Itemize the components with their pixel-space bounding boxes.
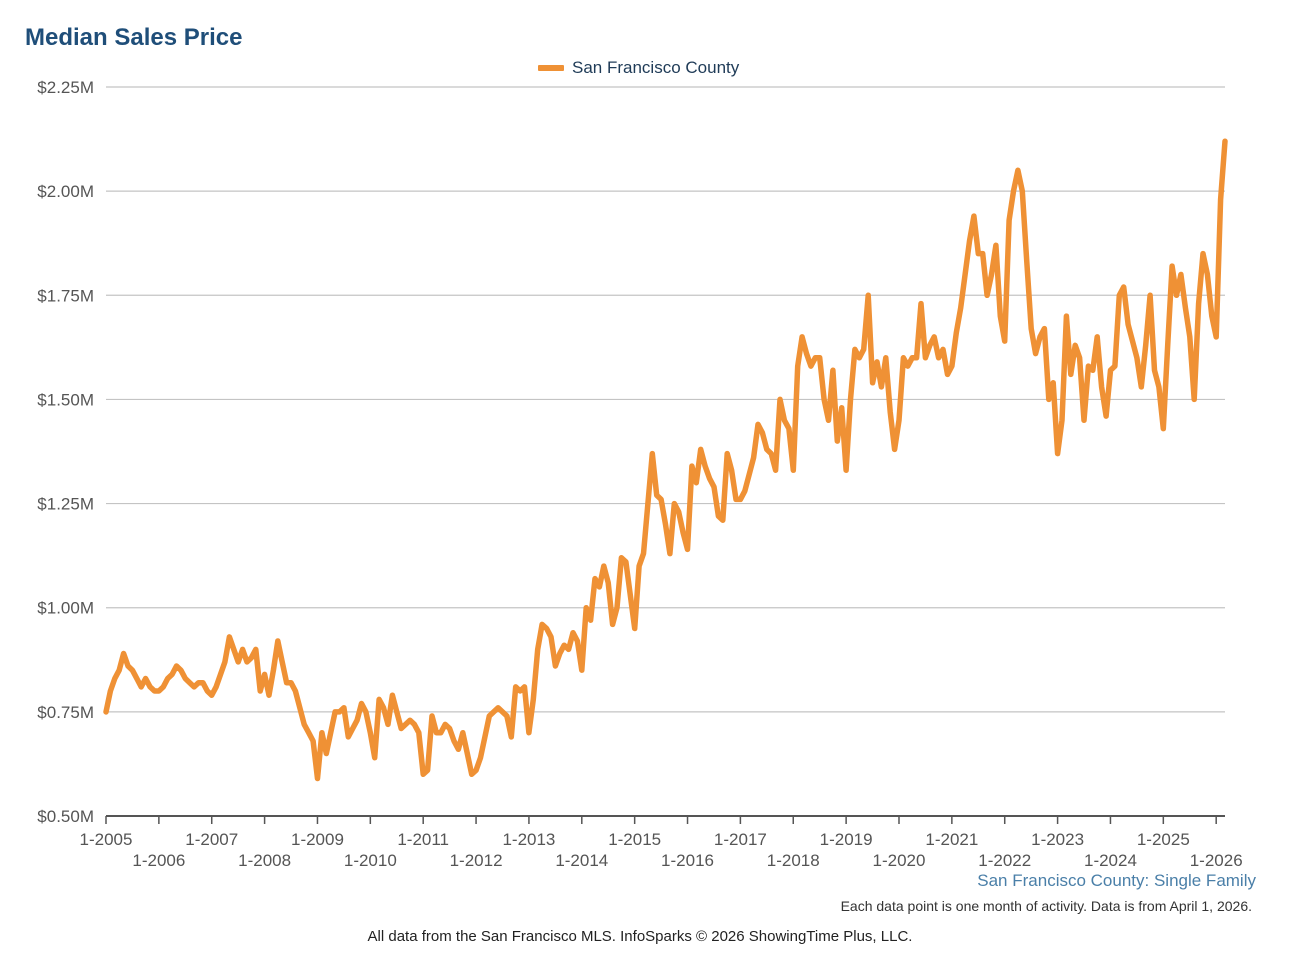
x-tick-label: 1-2023 <box>1031 830 1084 849</box>
legend-swatch <box>538 65 564 71</box>
y-tick-label: $2.25M <box>37 78 94 97</box>
series-line <box>103 138 1228 782</box>
x-tick-label: 1-2016 <box>661 851 714 870</box>
x-tick-label: 1-2026 <box>1190 851 1243 870</box>
data-note: Each data point is one month of activity… <box>840 898 1252 914</box>
y-tick-label: $0.50M <box>37 807 94 826</box>
x-axis: 1-2005 1-2007 1-2009 1-2011 1-2013 1-2015 1-20… <box>80 815 1243 870</box>
x-tick-label: 1-2013 <box>502 830 555 849</box>
series-layer <box>103 138 1228 782</box>
x-tick-label: 1-2019 <box>820 830 873 849</box>
x-tick-label: 1-2020 <box>873 851 926 870</box>
y-tick-label: $1.00M <box>37 599 94 618</box>
y-tick-label: $2.00M <box>37 182 94 201</box>
x-tick-label: 1-2010 <box>344 851 397 870</box>
x-tick-label: 1-2012 <box>450 851 503 870</box>
y-tick-label: $1.50M <box>37 390 94 409</box>
x-tick-label: 1-2009 <box>291 830 344 849</box>
y-tick-label: $1.25M <box>37 495 94 514</box>
x-tick-label: 1-2018 <box>767 851 820 870</box>
x-tick-label: 1-2011 <box>397 830 449 849</box>
x-tick-label: 1-2024 <box>1084 851 1137 870</box>
y-tick-label: $1.75M <box>37 286 94 305</box>
chart-subtitle: San Francisco County: Single Family <box>977 871 1256 890</box>
legend: San Francisco County <box>538 58 739 78</box>
x-tick-label: 1-2007 <box>185 830 238 849</box>
x-tick-label: 1-2021 <box>925 830 978 849</box>
x-tick-label: 1-2006 <box>132 851 185 870</box>
y-tick-label: $0.75M <box>37 703 94 722</box>
x-tick-label: 1-2022 <box>978 851 1031 870</box>
x-tick-label: 1-2015 <box>608 830 661 849</box>
x-tick-label: 1-2017 <box>714 830 767 849</box>
chart-title: Median Sales Price <box>25 24 243 51</box>
grid-lines <box>106 86 1225 713</box>
footer-credit: All data from the San Francisco MLS. Inf… <box>367 928 913 945</box>
legend-label: San Francisco County <box>572 58 740 77</box>
x-tick-label: 1-2005 <box>80 830 133 849</box>
y-axis: $0.50M $0.75M $1.00M $1.25M $1.50M $1.75M $2.0… <box>37 78 94 826</box>
x-tick-label: 1-2025 <box>1137 830 1190 849</box>
x-tick-label: 1-2008 <box>238 851 291 870</box>
x-tick-label: 1-2014 <box>555 851 608 870</box>
